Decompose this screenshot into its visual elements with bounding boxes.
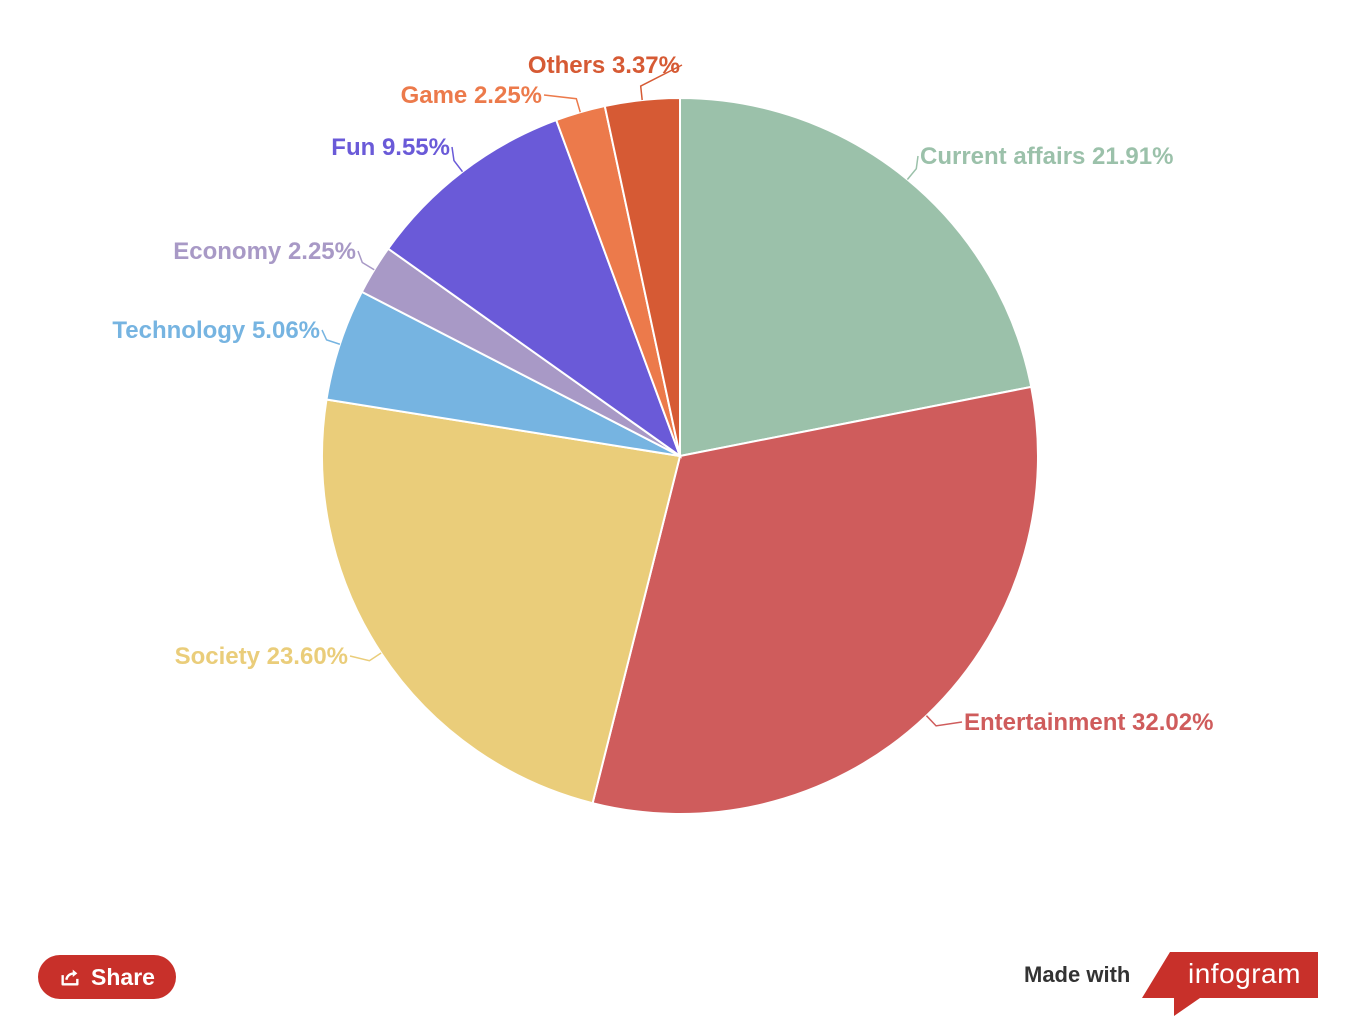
leader-line-current-affairs xyxy=(906,155,919,180)
pie-slice-entertainment[interactable] xyxy=(591,385,1039,815)
infogram-logo-shape xyxy=(1142,952,1318,1016)
pie-slice-current-affairs[interactable] xyxy=(679,96,1033,458)
leader-line-economy xyxy=(357,250,375,271)
infogram-brand-text: infogram xyxy=(1188,958,1301,989)
share-button[interactable]: Share xyxy=(38,955,176,999)
slice-label-fun: Fun 9.55% xyxy=(331,134,450,161)
slice-label-game: Game 2.25% xyxy=(401,82,542,109)
leader-line-technology xyxy=(321,329,341,345)
pie-slice-fun[interactable] xyxy=(386,118,683,459)
pie-slice-others[interactable] xyxy=(603,96,681,457)
infogram-logo[interactable]: infogram xyxy=(1140,952,1320,1016)
slice-label-entertainment: Entertainment 32.02% xyxy=(964,709,1213,736)
pie-chart: Current affairs 21.91% Entertainment 32.0… xyxy=(112,52,1213,815)
leader-line-entertainment xyxy=(925,715,963,727)
share-label: Share xyxy=(91,963,155,990)
slice-label-current-affairs: Current affairs 21.91% xyxy=(920,143,1173,170)
slice-label-society: Society 23.60% xyxy=(175,643,348,670)
slice-label-technology: Technology 5.06% xyxy=(112,317,320,344)
slice-label-others: Others 3.37% xyxy=(528,52,680,79)
share-icon xyxy=(61,969,79,986)
leader-line-game xyxy=(543,94,581,113)
leader-line-fun xyxy=(451,146,464,173)
made-with-text: Made with xyxy=(1024,962,1131,987)
slice-label-economy: Economy 2.25% xyxy=(173,238,356,265)
leader-line-society xyxy=(349,652,382,662)
leader-line-others xyxy=(639,64,683,101)
